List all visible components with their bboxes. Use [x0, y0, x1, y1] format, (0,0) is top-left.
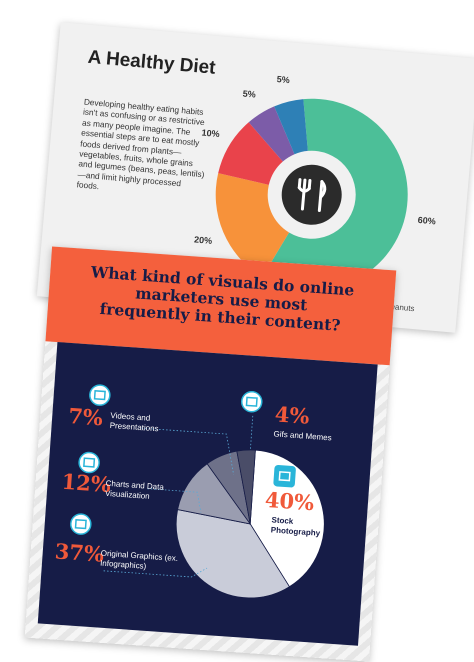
- value-label: 40%: [264, 486, 315, 516]
- icon-glyph: [93, 389, 106, 401]
- slice: [248, 106, 295, 162]
- data-label: 5%: [276, 74, 290, 85]
- visuals-card: What kind of visuals do online marketers…: [24, 246, 397, 662]
- pie-chart: [70, 384, 325, 599]
- value-label: 37%: [53, 538, 105, 567]
- data-label: 10%: [201, 128, 220, 140]
- leader-line: [103, 567, 208, 578]
- slice: [236, 449, 256, 525]
- icon: [70, 513, 92, 535]
- slice: [215, 173, 290, 278]
- icon-glyph: [278, 471, 291, 482]
- leader-line: [147, 488, 202, 513]
- legend-label: Peanuts: [385, 302, 415, 314]
- slice: [262, 98, 408, 291]
- fork-knife-icon: [297, 178, 327, 212]
- icon-glyph: [83, 457, 96, 468]
- leader-line: [141, 427, 235, 475]
- slice: [175, 509, 290, 599]
- icon-glyph: [74, 518, 87, 530]
- data-label: 5%: [242, 89, 256, 100]
- icon-glyph: [245, 396, 258, 407]
- slice: [249, 449, 325, 588]
- icon: [240, 390, 263, 413]
- donut-chart: 60% 20% 10% 5% 5% Peanuts: [194, 74, 436, 314]
- chart-panel: 40% Stock Photography 37% Original Graphics…: [37, 342, 378, 646]
- data-label: 20%: [194, 234, 213, 246]
- data-label: 60%: [417, 215, 436, 227]
- leader-line: [249, 415, 254, 451]
- center-badge: [281, 164, 342, 225]
- value-label: 4%: [274, 401, 311, 429]
- slice: [274, 99, 308, 155]
- description: Developing healthy eating habits isn't a…: [76, 96, 205, 192]
- title: What kind of visuals do online marketers…: [90, 262, 355, 335]
- slice: [218, 122, 283, 185]
- icon: [273, 465, 296, 488]
- value-label: 7%: [67, 403, 104, 431]
- diet-card: 60% 20% 10% 5% 5% Peanuts A Healthy Diet Deve…: [36, 22, 474, 333]
- icon: [89, 384, 111, 406]
